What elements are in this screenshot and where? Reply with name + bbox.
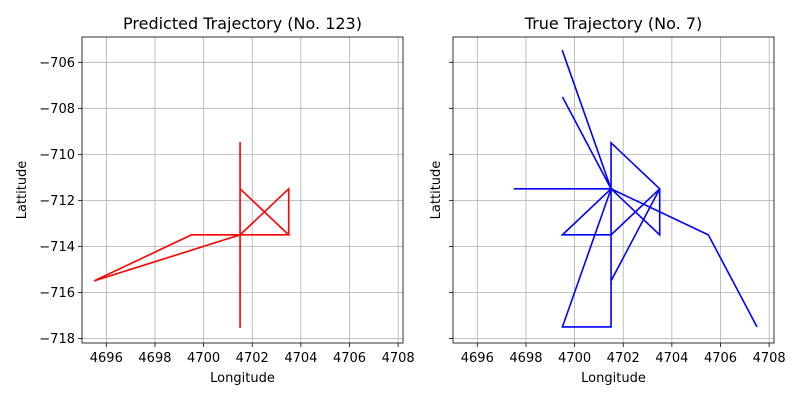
x-tick-label: 4706: [704, 351, 737, 366]
trajectory-line: [93, 142, 291, 328]
chart-title: Predicted Trajectory (No. 123): [123, 14, 362, 33]
x-tick-label: 4698: [509, 351, 542, 366]
predicted-trajectory-panel: 4696 4698 4700 4702 4704 4706 4708 −706 −708 −710…: [15, 14, 415, 386]
x-tick-label: 4696: [461, 351, 494, 366]
x-tick-label: 4700: [187, 351, 220, 366]
y-tick-label: −706: [39, 56, 75, 71]
y-tick-label: −712: [39, 194, 75, 209]
x-tick-label: 4708: [382, 351, 415, 366]
trajectory-line: [513, 49, 758, 328]
y-axis-label: Lattitude: [15, 161, 30, 220]
x-tick-label: 4704: [655, 351, 688, 366]
axes-frame: [452, 36, 775, 344]
y-tick-label: −708: [39, 102, 75, 117]
x-tick-label: 4698: [138, 351, 171, 366]
y-tick-label: −714: [39, 240, 75, 255]
x-axis-label: Longitude: [210, 371, 275, 386]
y-axis-label: Lattitude: [429, 161, 444, 220]
y-tick-label: −716: [39, 286, 75, 301]
chart-title: True Trajectory (No. 7): [524, 14, 702, 33]
x-tick-label: 4706: [333, 351, 366, 366]
x-tick-label: 4700: [558, 351, 591, 366]
x-tick-label: 4702: [607, 351, 640, 366]
y-tick-label: −718: [39, 332, 75, 347]
axes-frame: [81, 36, 404, 344]
y-tick-label: −710: [39, 148, 75, 163]
x-tick-label: 4704: [284, 351, 317, 366]
x-tick-label: 4702: [236, 351, 269, 366]
x-axis-label: Longitude: [581, 371, 646, 386]
true-trajectory-panel: 4696 4698 4700 4702 4704 4706 4708 True Traject…: [429, 14, 786, 386]
x-tick-label: 4696: [90, 351, 123, 366]
x-tick-label: 4708: [753, 351, 786, 366]
